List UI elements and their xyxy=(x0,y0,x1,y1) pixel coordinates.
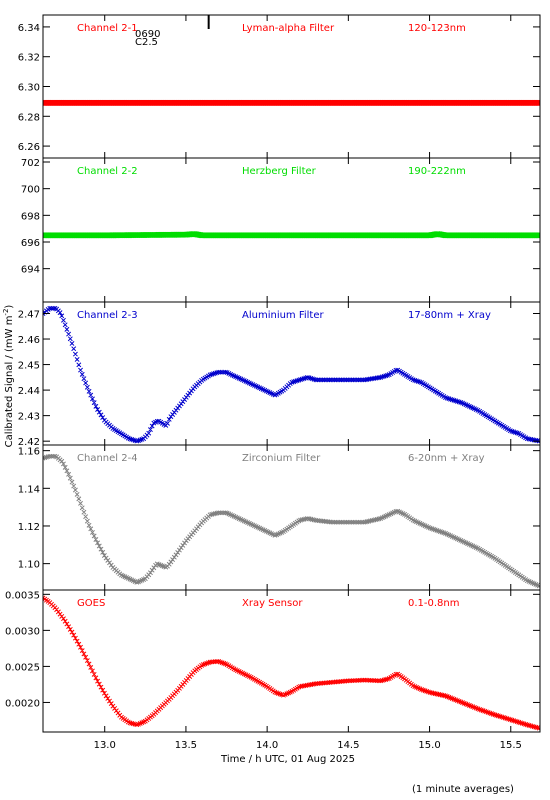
panel-1-ytick-label: 6.30 xyxy=(18,83,40,94)
panel-1-channel-label: Channel 2-1 xyxy=(77,23,138,34)
panel-5-ytick-label: 0.0020 xyxy=(5,698,40,709)
panel-4-ytick-label: 1.12 xyxy=(18,522,40,533)
panel-2-ytick-label: 696 xyxy=(21,238,40,249)
panel-3-ytick-label: 2.47 xyxy=(18,309,40,320)
panel-2-ytick-label: 698 xyxy=(21,211,40,222)
panel-3-frame xyxy=(42,301,541,446)
panel-1: 6.26 6.28 6.30 6.32 6.34 Channel 2-1 Lyman-alp… xyxy=(18,14,541,159)
panel-5-ytick-label: 0.0030 xyxy=(5,626,40,637)
panel-3: 2.42 2.43 2.44 2.45 2.46 2.47 Channel 2-3 Alumi… xyxy=(18,301,541,448)
panel-2-ytick-label: 694 xyxy=(21,265,40,276)
panel-4-filter-label: Zirconium Filter xyxy=(242,453,321,464)
panel-1-frame xyxy=(42,14,541,159)
panel-1-markers xyxy=(43,99,540,106)
panel-3-filter-label: Aluminium Filter xyxy=(242,310,325,321)
panel-2-filter-label: Herzberg Filter xyxy=(242,166,317,177)
panel-1-series xyxy=(43,99,540,106)
y-axis-title-suffix: ) xyxy=(4,305,15,309)
x-axis: 13.0 13.5 14.0 14.5 15.0 15.5 xyxy=(94,740,522,751)
panel-3-channel-label: Channel 2-3 xyxy=(77,310,138,321)
panel-4-band-label: 6-20nm + Xray xyxy=(408,453,485,464)
panel-5-series xyxy=(43,595,540,731)
panel-1-band-label: 120-123nm xyxy=(408,23,466,34)
panel-3-ytick-label: 2.43 xyxy=(18,412,40,423)
panel-5-ytick-label: 0.0025 xyxy=(5,662,40,673)
panel-4-ytick-label: 1.14 xyxy=(18,484,40,495)
panel-5-markers xyxy=(43,595,540,731)
panel-4-channel-label: Channel 2-4 xyxy=(77,453,138,464)
panel-2-ytick-label: 702 xyxy=(21,158,40,169)
panel-1-annotation: 0690 xyxy=(135,29,160,40)
panel-2-channel-label: Channel 2-2 xyxy=(77,166,138,177)
panel-2-series xyxy=(43,231,540,239)
panel-3-ytick-label: 2.44 xyxy=(18,386,40,397)
panel-1-annotation: C2.5 xyxy=(135,37,158,48)
chart-panels: 6.26 6.28 6.30 6.32 6.34 Channel 2-1 Lyman-alp… xyxy=(5,14,541,733)
x-tick-label: 15.5 xyxy=(500,740,522,751)
panel-2: 694 696 698 700 702 Channel 2-2 Herzberg Filte… xyxy=(21,157,541,303)
panel-3-ytick-label: 2.46 xyxy=(18,335,40,346)
panel-1-ytick-label: 6.28 xyxy=(18,112,40,123)
x-tick-label: 13.5 xyxy=(175,740,197,751)
y-axis-title: Calibrated Signal / (mW m-2) xyxy=(2,305,15,448)
panel-5-ytick-label: 0.0035 xyxy=(5,590,40,601)
x-tick-label: 14.5 xyxy=(337,740,359,751)
panel-3-band-label: 17-80nm + Xray xyxy=(408,310,491,321)
panel-1-ytick-label: 6.32 xyxy=(18,53,40,64)
panel-4-ytick-label: 1.16 xyxy=(18,447,40,458)
y-axis-title-exponent: -2 xyxy=(2,309,10,316)
x-tick-label: 14.0 xyxy=(256,740,278,751)
panel-4: 1.10 1.12 1.14 1.16 Channel 2-4 Zirconium Fil… xyxy=(18,444,541,591)
x-axis-title: Time / h UTC, 01 Aug 2025 xyxy=(220,754,355,765)
panel-4-markers xyxy=(43,453,540,589)
panel-3-ytick-label: 2.42 xyxy=(18,437,40,448)
panel-5-channel-label: GOES xyxy=(77,598,105,609)
panel-5-filter-label: Xray Sensor xyxy=(242,598,303,609)
panel-5-band-label: 0.1-0.8nm xyxy=(408,598,460,609)
panel-2-markers xyxy=(43,231,540,239)
panel-2-frame xyxy=(42,157,541,303)
panel-4-frame xyxy=(42,444,541,591)
panel-4-series xyxy=(43,453,540,589)
panel-3-series xyxy=(43,305,540,444)
y-axis-title-main: Calibrated Signal / (mW m xyxy=(4,316,15,448)
panel-3-markers xyxy=(43,305,540,444)
panel-5-frame xyxy=(42,589,541,733)
x-tick-label: 15.0 xyxy=(418,740,440,751)
panel-3-ytick-label: 2.45 xyxy=(18,361,40,372)
averaging-note: (1 minute averages) xyxy=(412,784,514,795)
panel-1-filter-label: Lyman-alpha Filter xyxy=(242,23,335,34)
x-tick-label: 13.0 xyxy=(94,740,116,751)
panel-1-ytick-label: 6.34 xyxy=(18,23,40,34)
panel-4-ytick-label: 1.10 xyxy=(18,560,40,571)
panel-1-ytick-label: 6.26 xyxy=(18,142,40,153)
panel-2-band-label: 190-222nm xyxy=(408,166,466,177)
panel-5: 0.0020 0.0025 0.0030 0.0035 GOES Xray Sensor 0… xyxy=(5,589,541,733)
panel-2-ytick-label: 700 xyxy=(21,185,40,196)
